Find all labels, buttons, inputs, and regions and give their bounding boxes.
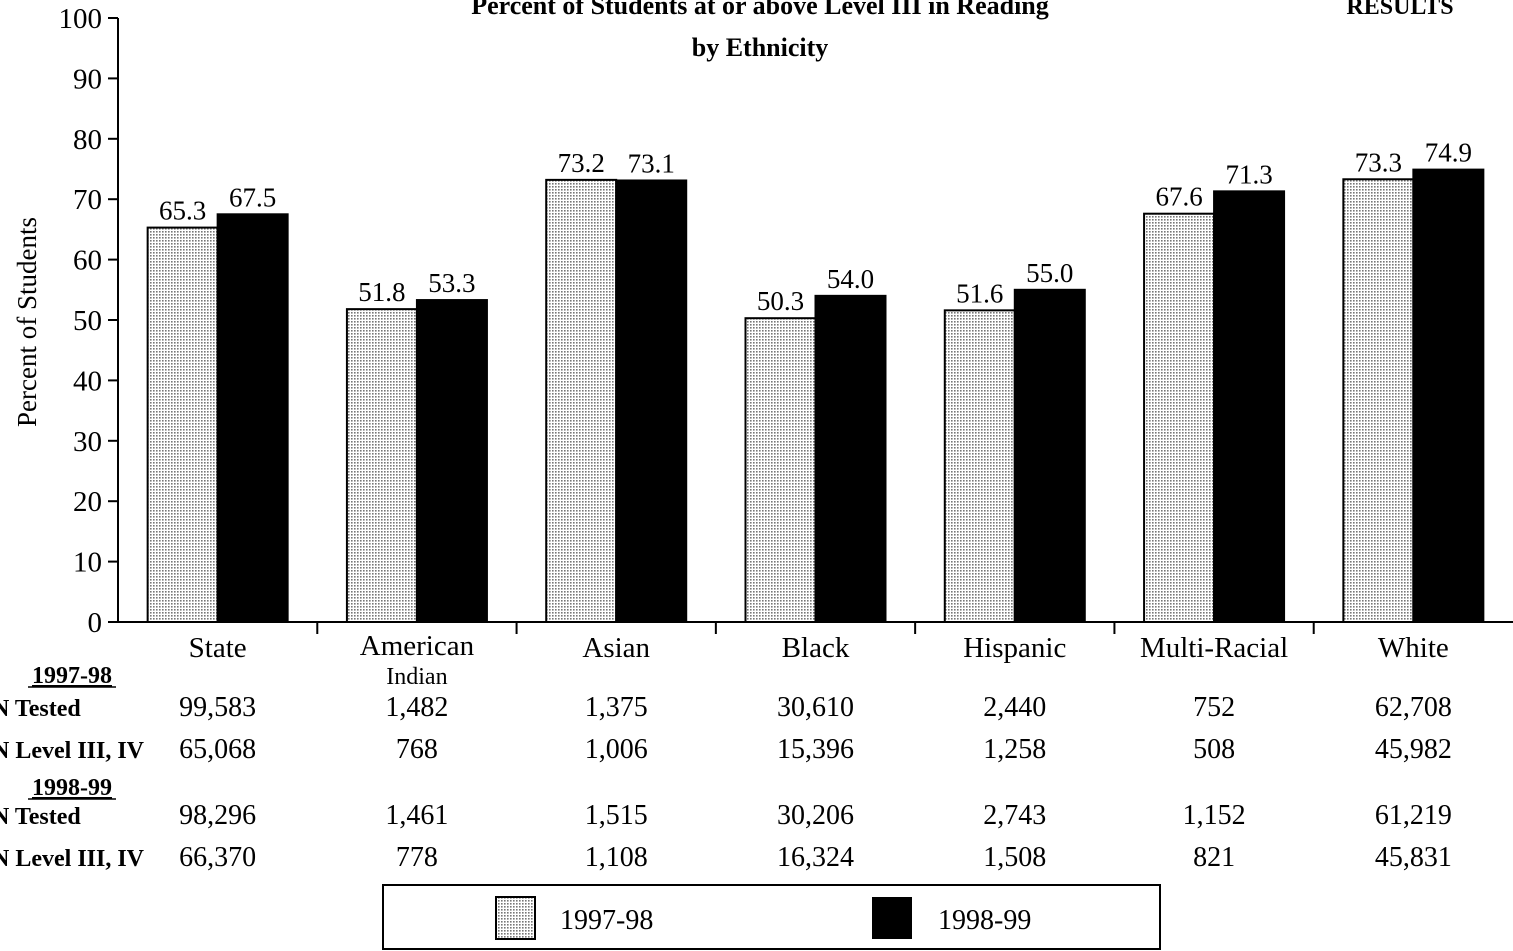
corner-label: RESULTS bbox=[1346, 0, 1453, 20]
table-row-label: N Tested bbox=[0, 696, 81, 722]
bar-1998-99-american-indian bbox=[415, 299, 488, 623]
category-label-line2: Indian bbox=[386, 664, 447, 690]
table-cell: 2,743 bbox=[983, 800, 1046, 831]
table-row-label: N Tested bbox=[0, 804, 81, 830]
y-tick-label: 30 bbox=[73, 426, 102, 458]
table-cell: 1,508 bbox=[983, 842, 1046, 873]
y-tick-label: 20 bbox=[73, 486, 102, 518]
table-cell: 62,708 bbox=[1375, 692, 1452, 723]
table-cell: 16,324 bbox=[777, 842, 854, 873]
bar-1997-98-state bbox=[146, 226, 219, 623]
bar-1997-98-black bbox=[744, 317, 817, 623]
bar-value-label: 73.3 bbox=[1355, 147, 1402, 177]
bar-1997-98-multi-racial bbox=[1143, 212, 1216, 623]
category-label: State bbox=[189, 632, 247, 664]
bar-1997-98-asian bbox=[545, 178, 618, 623]
category-label: Asian bbox=[582, 632, 650, 664]
table-cell: 508 bbox=[1193, 734, 1235, 765]
category-label: Black bbox=[782, 632, 850, 664]
y-tick-label: 10 bbox=[73, 547, 102, 579]
table-cell: 768 bbox=[396, 734, 438, 765]
table-cell: 99,583 bbox=[179, 692, 256, 723]
table-cell: 1,482 bbox=[385, 692, 448, 723]
bar-value-label: 53.3 bbox=[428, 268, 475, 298]
category-label: American bbox=[360, 630, 475, 662]
bar-1997-98-hispanic bbox=[943, 309, 1016, 623]
chart-title-line1: Percent of Students at or above Level II… bbox=[471, 0, 1049, 20]
table-cell: 30,206 bbox=[777, 800, 854, 831]
bar-1997-98-white bbox=[1342, 178, 1415, 623]
bar-1998-99-hispanic bbox=[1013, 288, 1086, 623]
table-cell: 15,396 bbox=[777, 734, 854, 765]
table-cell: 778 bbox=[396, 842, 438, 873]
table-cell: 1,152 bbox=[1183, 800, 1246, 831]
y-tick-label: 50 bbox=[73, 305, 102, 337]
y-tick-label: 40 bbox=[73, 365, 102, 397]
bar-1998-99-state bbox=[216, 213, 289, 624]
bar-value-label: 54.0 bbox=[827, 264, 874, 294]
y-tick-label: 90 bbox=[73, 63, 102, 95]
bar-value-label: 51.6 bbox=[956, 278, 1003, 308]
category-label: Multi-Racial bbox=[1140, 632, 1288, 664]
table-row-label: N Level III, IV bbox=[0, 738, 145, 764]
table-cell: 1,006 bbox=[585, 734, 648, 765]
legend-label-1998-99: 1998-99 bbox=[938, 905, 1031, 936]
bar-value-label: 55.0 bbox=[1026, 258, 1073, 288]
y-tick-label: 70 bbox=[73, 184, 102, 216]
y-tick-label: 0 bbox=[88, 607, 103, 639]
table-cell: 65,068 bbox=[179, 734, 256, 765]
bar-1998-99-multi-racial bbox=[1213, 190, 1286, 624]
y-axis-label: Percent of Students bbox=[12, 217, 42, 427]
legend-label-1997-98: 1997-98 bbox=[560, 905, 653, 936]
bar-value-label: 67.5 bbox=[229, 182, 276, 212]
bar-value-label: 67.6 bbox=[1155, 182, 1202, 212]
legend: 1997-98 1998-99 bbox=[382, 884, 1161, 950]
bar-1998-99-white bbox=[1412, 168, 1485, 623]
bar-value-label: 50.3 bbox=[757, 286, 804, 316]
table-cell: 66,370 bbox=[179, 842, 256, 873]
bar-value-label: 71.3 bbox=[1225, 159, 1272, 189]
table-cell: 1,108 bbox=[585, 842, 648, 873]
table-cell: 2,440 bbox=[983, 692, 1046, 723]
table-cell: 1,375 bbox=[585, 692, 648, 723]
bar-value-label: 73.1 bbox=[628, 148, 675, 178]
category-label: White bbox=[1378, 632, 1449, 664]
table-cell: 98,296 bbox=[179, 800, 256, 831]
bar-value-label: 65.3 bbox=[159, 196, 206, 226]
legend-swatch-1997-98 bbox=[495, 896, 536, 940]
data-table: 1997-98 N Tested 99,583 1,482 1,375 30,610 2,4… bbox=[0, 663, 1452, 873]
table-cell: 1,461 bbox=[385, 800, 448, 831]
table-group-header: 1998-99 bbox=[32, 775, 112, 801]
bar-1998-99-black bbox=[814, 294, 887, 623]
table-cell: 1,258 bbox=[983, 734, 1046, 765]
table-row-label: N Level III, IV bbox=[0, 846, 145, 872]
table-cell: 1,515 bbox=[585, 800, 648, 831]
category-label: Hispanic bbox=[963, 632, 1066, 664]
chart-title-line2: by Ethnicity bbox=[692, 33, 829, 62]
table-group-header: 1997-98 bbox=[32, 663, 112, 689]
legend-swatch-1998-99 bbox=[872, 897, 912, 939]
bar-value-label: 73.2 bbox=[558, 148, 605, 178]
y-tick-label: 100 bbox=[59, 3, 103, 35]
bar-value-label: 51.8 bbox=[358, 277, 405, 307]
bar-1997-98-american-indian bbox=[345, 308, 418, 623]
bar-1998-99-asian bbox=[615, 179, 688, 623]
table-cell: 30,610 bbox=[777, 692, 854, 723]
table-cell: 61,219 bbox=[1375, 800, 1452, 831]
bar-value-label: 74.9 bbox=[1425, 138, 1472, 168]
table-cell: 752 bbox=[1193, 692, 1235, 723]
table-cell: 45,982 bbox=[1375, 734, 1452, 765]
table-cell: 45,831 bbox=[1375, 842, 1452, 873]
y-tick-label: 80 bbox=[73, 124, 102, 156]
y-tick-label: 60 bbox=[73, 245, 102, 277]
table-cell: 821 bbox=[1193, 842, 1235, 873]
